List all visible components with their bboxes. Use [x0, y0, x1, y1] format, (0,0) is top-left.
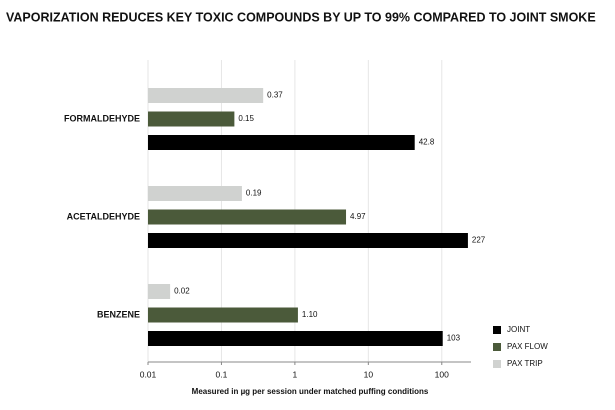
value-label: 0.19: [246, 189, 262, 198]
bar: [148, 186, 242, 201]
value-label: 0.02: [174, 287, 190, 296]
legend-swatch: [493, 343, 501, 351]
value-label: 227: [472, 236, 486, 245]
bar: [148, 88, 264, 103]
category-label: FORMALDEHYDE: [64, 113, 140, 123]
value-label: 1.10: [302, 310, 318, 319]
value-label: 42.8: [419, 138, 435, 147]
bar: [148, 233, 468, 248]
bar: [148, 307, 298, 323]
x-tick-label: 100: [435, 369, 449, 379]
value-label: 103: [447, 334, 461, 343]
value-label: 4.97: [350, 212, 366, 221]
legend-swatch: [493, 360, 501, 368]
value-label: 0.15: [238, 114, 254, 123]
bar: [148, 331, 443, 346]
value-label: 0.37: [267, 91, 283, 100]
legend-label: PAX TRIP: [507, 359, 543, 368]
bar: [148, 135, 415, 150]
category-label: ACETALDEHYDE: [67, 211, 140, 221]
legend-swatch: [493, 326, 501, 334]
x-tick-label: 1: [293, 369, 298, 379]
x-tick-label: 10: [364, 369, 374, 379]
x-tick-label: 0.1: [216, 369, 228, 379]
bar: [148, 111, 235, 127]
bar: [148, 284, 171, 299]
legend-label: JOINT: [507, 325, 530, 334]
bar: [148, 209, 347, 225]
legend-label: PAX FLOW: [507, 342, 548, 351]
x-axis-label: Measured in µg per session under matched…: [192, 387, 429, 396]
chart-title: VAPORIZATION REDUCES KEY TOXIC COMPOUNDS…: [6, 10, 596, 24]
category-label: BENZENE: [97, 309, 140, 319]
x-tick-label: 0.01: [140, 369, 157, 379]
